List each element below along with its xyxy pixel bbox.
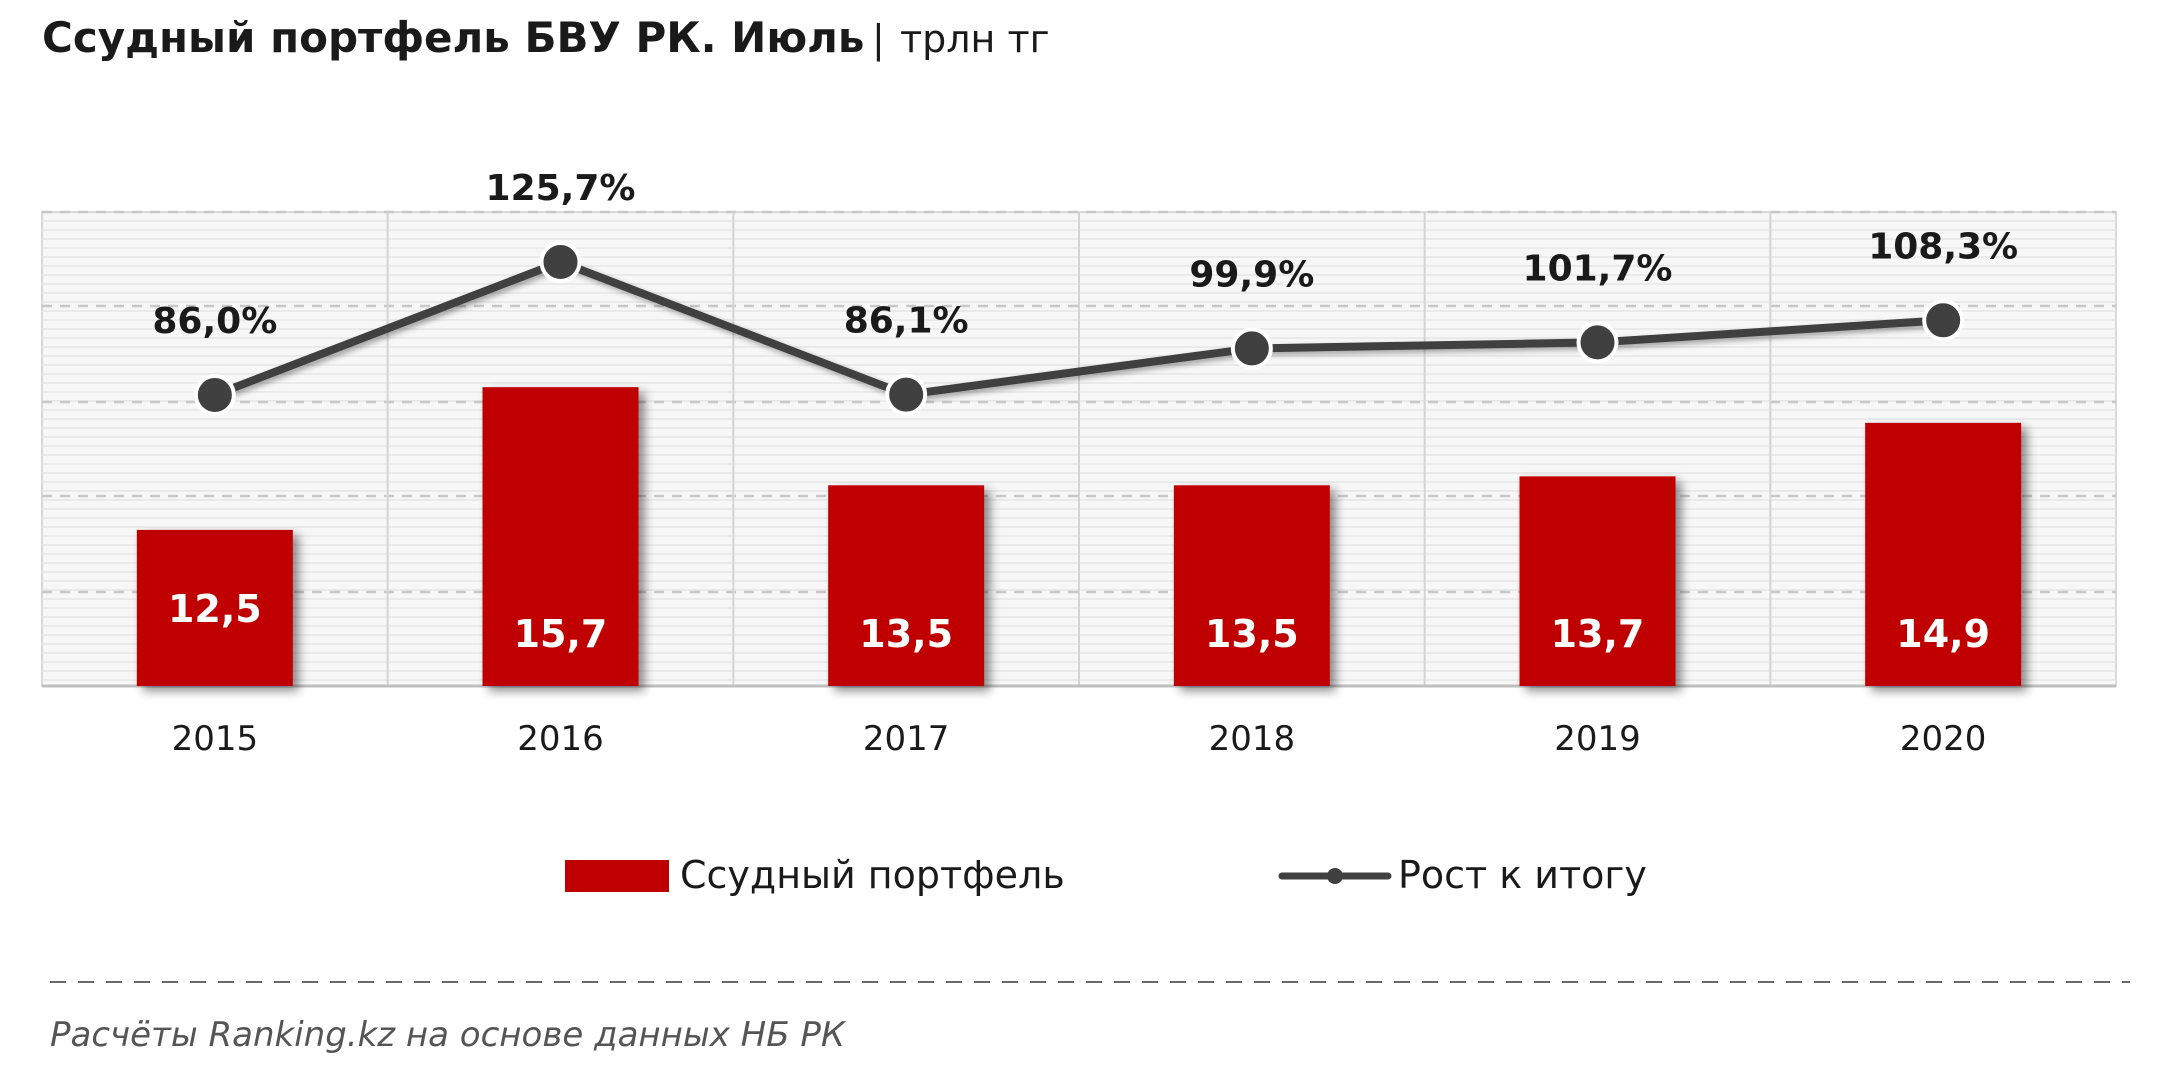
- source-note: Расчёты Ranking.kz на основе данных НБ Р…: [50, 1015, 847, 1055]
- bar-value-label-2019: 13,7: [1551, 612, 1645, 656]
- unit-label: трлн тг: [900, 17, 1050, 61]
- legend-bar-label: Ссудный портфель: [680, 853, 1065, 897]
- growth-line: [210, 258, 1948, 399]
- line-point-2018: [1230, 327, 1273, 370]
- line-point-2015: [193, 374, 236, 416]
- x-tick-label-2018: 2018: [1209, 719, 1296, 759]
- line-value-label-2015: 86,0%: [152, 301, 277, 342]
- bar-2019: [1519, 476, 1676, 686]
- line-value-label-2016: 125,7%: [486, 168, 636, 209]
- bar-value-label-2020: 14,9: [1896, 612, 1990, 656]
- line-value-label-2018: 99,9%: [1189, 254, 1314, 295]
- labels-layer: 12,5 2015 15,7 2016 13,5 2017 13,5 2018 13,7 2019…: [152, 168, 2018, 759]
- line-point-2020: [1922, 299, 1965, 342]
- x-tick-label-2019: 2019: [1554, 719, 1641, 759]
- title-separator: |: [872, 17, 885, 62]
- legend-line-swatch: [1278, 868, 1392, 884]
- legend-line-label: Рост к итогу: [1398, 853, 1647, 897]
- bar-2017: [828, 485, 985, 686]
- x-tick-label-2017: 2017: [863, 719, 950, 759]
- bars-layer: [136, 387, 2022, 686]
- chart-header: Ссудный портфель БВУ РК. Июль | трлн тг: [42, 13, 1050, 62]
- line-value-label-2017: 86,1%: [844, 301, 969, 342]
- line-point-2017: [885, 373, 928, 416]
- legend-bar-swatch: [565, 860, 669, 892]
- x-tick-label-2020: 2020: [1900, 719, 1987, 759]
- bar-value-label-2018: 13,5: [1205, 612, 1299, 656]
- line-layer: [193, 241, 1965, 416]
- bar-2015: [136, 529, 293, 686]
- line-point-2019: [1576, 321, 1619, 364]
- plot-grid: [41, 210, 2117, 688]
- bar-2018: [1173, 485, 1330, 686]
- line-value-label-2020: 108,3%: [1868, 226, 2018, 267]
- x-tick-label-2016: 2016: [517, 719, 604, 759]
- x-tick-label-2015: 2015: [172, 719, 259, 759]
- bar-value-label-2016: 15,7: [514, 612, 608, 656]
- legend: Ссудный портфель Рост к итогу: [565, 853, 1647, 897]
- line-value-label-2019: 101,7%: [1523, 248, 1673, 289]
- bar-2016: [482, 387, 639, 686]
- bar-value-label-2015: 12,5: [168, 587, 262, 631]
- chart-title: Ссудный портфель БВУ РК. Июль: [42, 13, 864, 62]
- line-point-2016: [539, 241, 582, 284]
- bar-2020: [1865, 422, 2022, 686]
- bar-value-label-2017: 13,5: [859, 612, 953, 656]
